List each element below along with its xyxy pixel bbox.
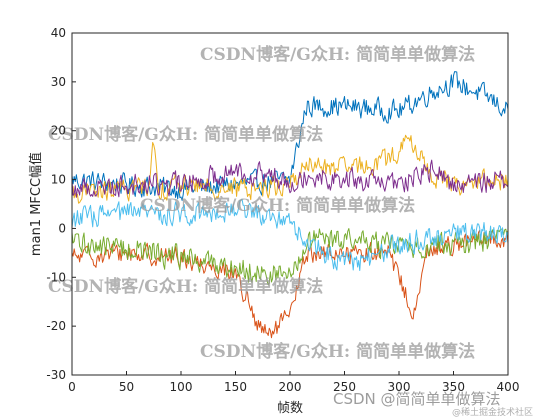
x-tick-label: 250 [333, 380, 356, 394]
y-tick-label: 10 [51, 173, 66, 187]
y-tick-label: -10 [46, 270, 66, 284]
series-line-4 [71, 159, 509, 198]
watermark-bottom: CSDN博客/G众H: 简简单单做算法 [200, 341, 475, 362]
watermark-brand-small: @稀土掘金技术社区 [452, 406, 533, 418]
series-line-2 [71, 229, 509, 339]
tick-layer: 0 50 100 150 200 250 300 350 400 -30 -20 -10 0 10 20 30… [46, 26, 519, 394]
x-tick-label: 50 [119, 380, 134, 394]
x-tick-label: 200 [279, 380, 302, 394]
x-tick-label: 300 [388, 380, 411, 394]
watermark-low-left: CSDN博客/G众H: 简简单单做算法 [48, 276, 323, 297]
watermark-center: CSDN博客/G众H: 简简单单做算法 [140, 195, 415, 216]
y-tick-label: 0 [58, 221, 66, 235]
y-tick-label: 40 [51, 26, 66, 40]
x-tick-label: 0 [68, 380, 76, 394]
series-line-6 [71, 198, 509, 271]
series-layer [71, 71, 509, 339]
x-tick-label: 100 [170, 380, 193, 394]
watermark-mid-left: CSDN博客/G众H: 简简单单做算法 [48, 124, 323, 145]
x-tick-label: 150 [224, 380, 247, 394]
plot-area [72, 33, 508, 375]
x-tick-label: 400 [497, 380, 520, 394]
x-axis-label: 帧数 [277, 401, 303, 416]
x-tick-label: 350 [442, 380, 465, 394]
watermark-brand: CSDN @简简单单做算法 [333, 390, 501, 408]
y-tick-label: -20 [46, 319, 66, 333]
watermark-top: CSDN博客/G众H: 简简单单做算法 [200, 44, 475, 65]
y-tick-label: 30 [51, 75, 66, 89]
y-tick-label: 20 [51, 124, 66, 138]
watermark-layer: CSDN博客/G众H: 简简单单做算法 CSDN博客/G众H: 简简单单做算法 … [48, 44, 475, 362]
y-tick-label: -30 [46, 368, 66, 382]
y-axis-label: man1 MFCC幅值 [28, 152, 44, 256]
